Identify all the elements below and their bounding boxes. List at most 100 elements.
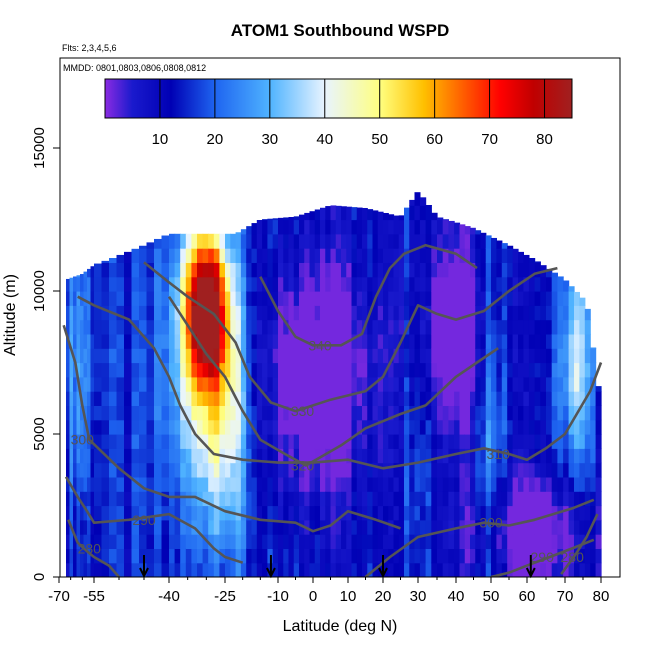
heatmap-cell — [367, 548, 374, 564]
heatmap-cell — [377, 462, 384, 478]
heatmap-cell — [202, 462, 209, 478]
heatmap-cell — [393, 305, 400, 321]
heatmap-cell — [202, 376, 209, 392]
heatmap-cell — [388, 562, 395, 577]
heatmap-cell — [246, 434, 253, 449]
heatmap-cell — [377, 305, 384, 321]
heatmap-cell — [551, 476, 558, 492]
heatmap-cell — [213, 519, 220, 535]
heatmap-cell — [546, 476, 553, 492]
heatmap-cell — [335, 462, 342, 478]
heatmap-cell — [419, 448, 427, 464]
heatmap-cell — [267, 248, 274, 263]
contour-line — [560, 513, 599, 575]
heatmap-cell — [464, 419, 471, 435]
heatmap-cell — [299, 405, 305, 421]
heatmap-cell — [154, 405, 163, 421]
heatmap-cell — [523, 391, 530, 406]
heatmap-cell — [557, 448, 564, 464]
heatmap-cell — [124, 419, 133, 435]
heatmap-cell — [341, 448, 347, 464]
heatmap-cell — [116, 548, 125, 564]
heatmap-cell — [73, 491, 78, 507]
heatmap-cell — [191, 562, 198, 577]
heatmap-cell — [101, 434, 110, 449]
heatmap-cell — [219, 405, 226, 421]
heatmap-cell — [278, 217, 284, 221]
heatmap-cell — [557, 391, 564, 406]
heatmap-cell — [454, 462, 461, 478]
heatmap-cell — [154, 362, 163, 378]
heatmap-cell — [230, 405, 237, 421]
heatmap-cell — [480, 448, 487, 464]
heatmap-cell — [351, 462, 358, 478]
heatmap-cell — [388, 419, 395, 435]
heatmap-cell — [454, 534, 461, 549]
heatmap-cell — [523, 376, 530, 392]
heatmap-cell — [362, 562, 368, 577]
heatmap-cell — [304, 319, 311, 335]
heatmap-cell — [154, 462, 163, 478]
heatmap-cell — [197, 248, 204, 263]
heatmap-cell — [388, 214, 395, 221]
heatmap-cell — [568, 419, 575, 435]
heatmap-cell — [101, 276, 110, 292]
heatmap-cell — [518, 362, 524, 378]
heatmap-cell — [419, 476, 427, 492]
heatmap-cell — [314, 333, 321, 349]
heatmap-cell — [101, 333, 110, 349]
heatmap-cell — [256, 562, 263, 577]
heatmap-cell — [351, 562, 358, 577]
heatmap-cell — [230, 391, 237, 406]
heatmap-cell — [219, 233, 226, 249]
heatmap-cell — [83, 476, 88, 492]
heatmap-cell — [208, 333, 215, 349]
heatmap-cell — [154, 505, 163, 521]
heatmap-cell — [475, 505, 482, 521]
heatmap-cell — [442, 248, 449, 263]
heatmap-cell — [528, 305, 536, 321]
heatmap-cell — [437, 391, 444, 406]
heatmap-cell — [256, 319, 263, 335]
heatmap-cell — [87, 333, 92, 349]
heatmap-cell — [208, 562, 215, 577]
heatmap-cell — [66, 562, 71, 577]
heatmap-cell — [367, 262, 374, 278]
heatmap-cell — [101, 534, 110, 549]
heatmap-cell — [101, 476, 110, 492]
heatmap-cell — [512, 348, 519, 364]
heatmap-cell — [346, 448, 353, 464]
heatmap-cell — [288, 462, 295, 478]
heatmap-cell — [454, 305, 461, 321]
heatmap-cell — [574, 291, 580, 306]
heatmap-cell — [454, 562, 461, 577]
heatmap-cell — [191, 491, 198, 507]
heatmap-cell — [309, 462, 316, 478]
heatmap-cell — [251, 248, 258, 263]
heatmap-cell — [309, 233, 316, 249]
heatmap-cell — [590, 434, 597, 449]
heatmap-cell — [185, 505, 192, 521]
heatmap-cell — [501, 505, 508, 521]
heatmap-cell — [579, 476, 586, 492]
heatmap-cell — [496, 476, 503, 492]
heatmap-cell — [94, 319, 103, 335]
heatmap-cell — [225, 291, 231, 306]
heatmap-cell — [534, 319, 541, 335]
heatmap-cell — [398, 562, 405, 577]
heatmap-cell — [330, 505, 337, 521]
heatmap-cell — [235, 376, 242, 392]
heatmap-cell — [523, 276, 530, 292]
heatmap-cell — [341, 391, 347, 406]
heatmap-cell — [372, 519, 379, 535]
heatmap-cell — [346, 319, 353, 335]
heatmap-cell — [414, 476, 421, 492]
heatmap-cell — [419, 562, 427, 577]
heatmap-cell — [409, 319, 416, 335]
heatmap-cell — [512, 462, 519, 478]
heatmap-cell — [283, 248, 290, 263]
heatmap-cell — [518, 333, 524, 349]
heatmap-cell — [523, 362, 530, 378]
heatmap-cell — [425, 519, 432, 535]
heatmap-cell — [563, 391, 570, 406]
